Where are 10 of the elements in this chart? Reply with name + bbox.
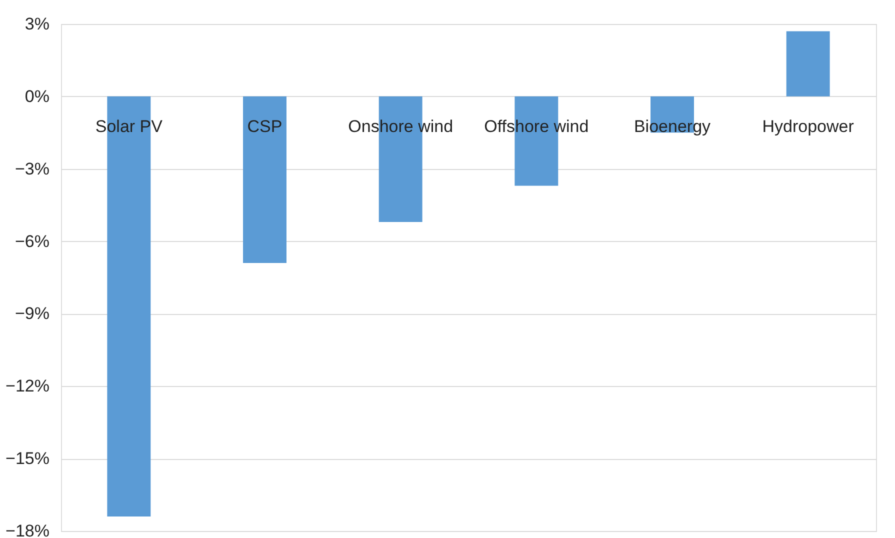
y-tick-label: −9% xyxy=(15,304,50,324)
y-tick-label: −3% xyxy=(15,159,50,178)
y-tick-label: −6% xyxy=(15,232,50,251)
y-tick-label: −15% xyxy=(6,449,50,468)
y-tick-label: −18% xyxy=(6,522,50,538)
x-tick-label: Hydropower xyxy=(762,116,854,136)
y-tick-label: 3% xyxy=(24,14,50,34)
y-tick-label: 0% xyxy=(24,86,50,106)
x-tick-label: CSP xyxy=(247,116,282,136)
y-tick-label: −12% xyxy=(6,376,50,396)
